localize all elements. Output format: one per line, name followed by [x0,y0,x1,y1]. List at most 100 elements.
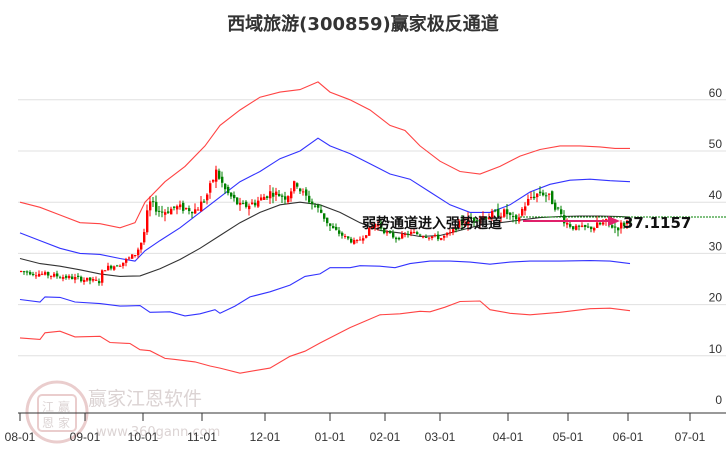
candle-body [209,183,212,193]
y-tick-label: 60 [709,86,723,100]
candle-body [314,205,317,207]
watermark-url: www.360gann.com [96,425,220,440]
y-tick-label: 20 [709,291,723,305]
candle-body [68,275,71,279]
candle-body [170,208,173,215]
candle-body [158,210,161,212]
candle-body [233,194,236,199]
candle-body [35,275,38,277]
outer-upper-band-line [19,81,630,229]
candle-body [497,208,500,218]
signal-annotation: 弱势通道进入强势通道 [362,215,502,232]
candle-body [176,206,179,210]
watermark-seal-2: 赢 [58,399,70,414]
candle-body [149,201,152,211]
watermark-brand: 赢家江恩软件 [88,388,202,410]
candle-body [32,273,35,275]
candle-body [347,236,350,239]
watermark: 江 赢 恩 家 赢家江恩软件 www.360gann.com [25,380,220,444]
candle-body [284,196,287,200]
candle-body [413,232,416,234]
candle-body [527,198,530,206]
candle-body [563,215,566,224]
candle-body [293,181,296,192]
gridlines [18,99,726,357]
candle-body [368,227,371,236]
candle-body [86,277,89,281]
outer-lower-band-line [19,300,631,374]
candle-body [137,249,140,256]
candle-body [455,227,458,231]
x-tick-label: 11-01 [187,430,217,444]
candle-body [26,271,29,273]
candle-body [437,234,440,240]
watermark-seal-3: 恩 [42,416,54,430]
candle-body [539,191,542,194]
candle-body [290,191,293,199]
y-tick-label: 30 [709,239,723,253]
candle-body [464,223,467,227]
candle-body [611,225,614,228]
candle-body [398,237,401,240]
x-tick-label: 09-01 [70,430,101,444]
candle-body [599,222,602,225]
x-tick-label: 08-01 [5,430,36,444]
candle-body [296,183,299,187]
candle-body [533,196,536,199]
chart-title: 西域旅游(300859)赢家极反通道 [227,14,499,35]
candle-body [125,259,128,263]
candle-body [113,266,116,270]
candle-body [419,234,422,236]
watermark-seal-1: 江 [42,400,54,414]
candle-body [596,222,599,228]
candle-body [44,272,47,275]
mid-line-line [19,201,631,277]
candle-body [323,213,326,219]
candle-body [269,191,272,199]
candle-body [545,195,548,197]
candle-body [503,209,506,217]
candle-body [308,195,311,203]
candle-body [50,275,53,277]
candle-body [341,232,344,236]
candle-body [524,206,527,211]
candle-body [548,193,551,195]
candle-body [200,201,203,212]
candle-body [551,191,554,205]
candle-body [440,238,443,240]
candle-body [602,222,605,225]
candle-body [449,232,452,234]
candle-body [272,192,275,197]
candle-body [122,262,125,266]
candle-body [191,211,194,214]
candle-body [215,169,218,182]
candle-body [140,242,143,250]
candle-body [104,270,107,272]
candle-body [230,192,233,197]
candle-body [353,239,356,244]
candle-body [500,216,503,218]
candle-body [332,226,335,229]
x-tick-label: 12-01 [250,430,281,444]
x-tick-label: 01-01 [315,430,346,444]
candle-body [62,277,65,279]
candle-body [128,257,131,259]
candle-body [458,220,461,228]
candle-body [320,209,323,213]
candle-body [239,202,242,205]
candle-body [287,196,290,203]
candle-body [371,226,374,229]
candle-body [476,220,479,222]
candle-body [593,228,596,231]
watermark-seal-4: 家 [58,415,70,430]
candle-body [119,265,122,267]
y-tick-label: 0 [715,393,722,407]
candle-body [110,265,113,269]
candle-body [194,209,197,214]
candle-body [422,236,425,238]
candle-body [182,202,185,211]
candle-body [53,273,56,277]
candle-body [587,226,590,228]
x-tick-label: 04-01 [493,430,524,444]
candle-body [89,277,92,281]
